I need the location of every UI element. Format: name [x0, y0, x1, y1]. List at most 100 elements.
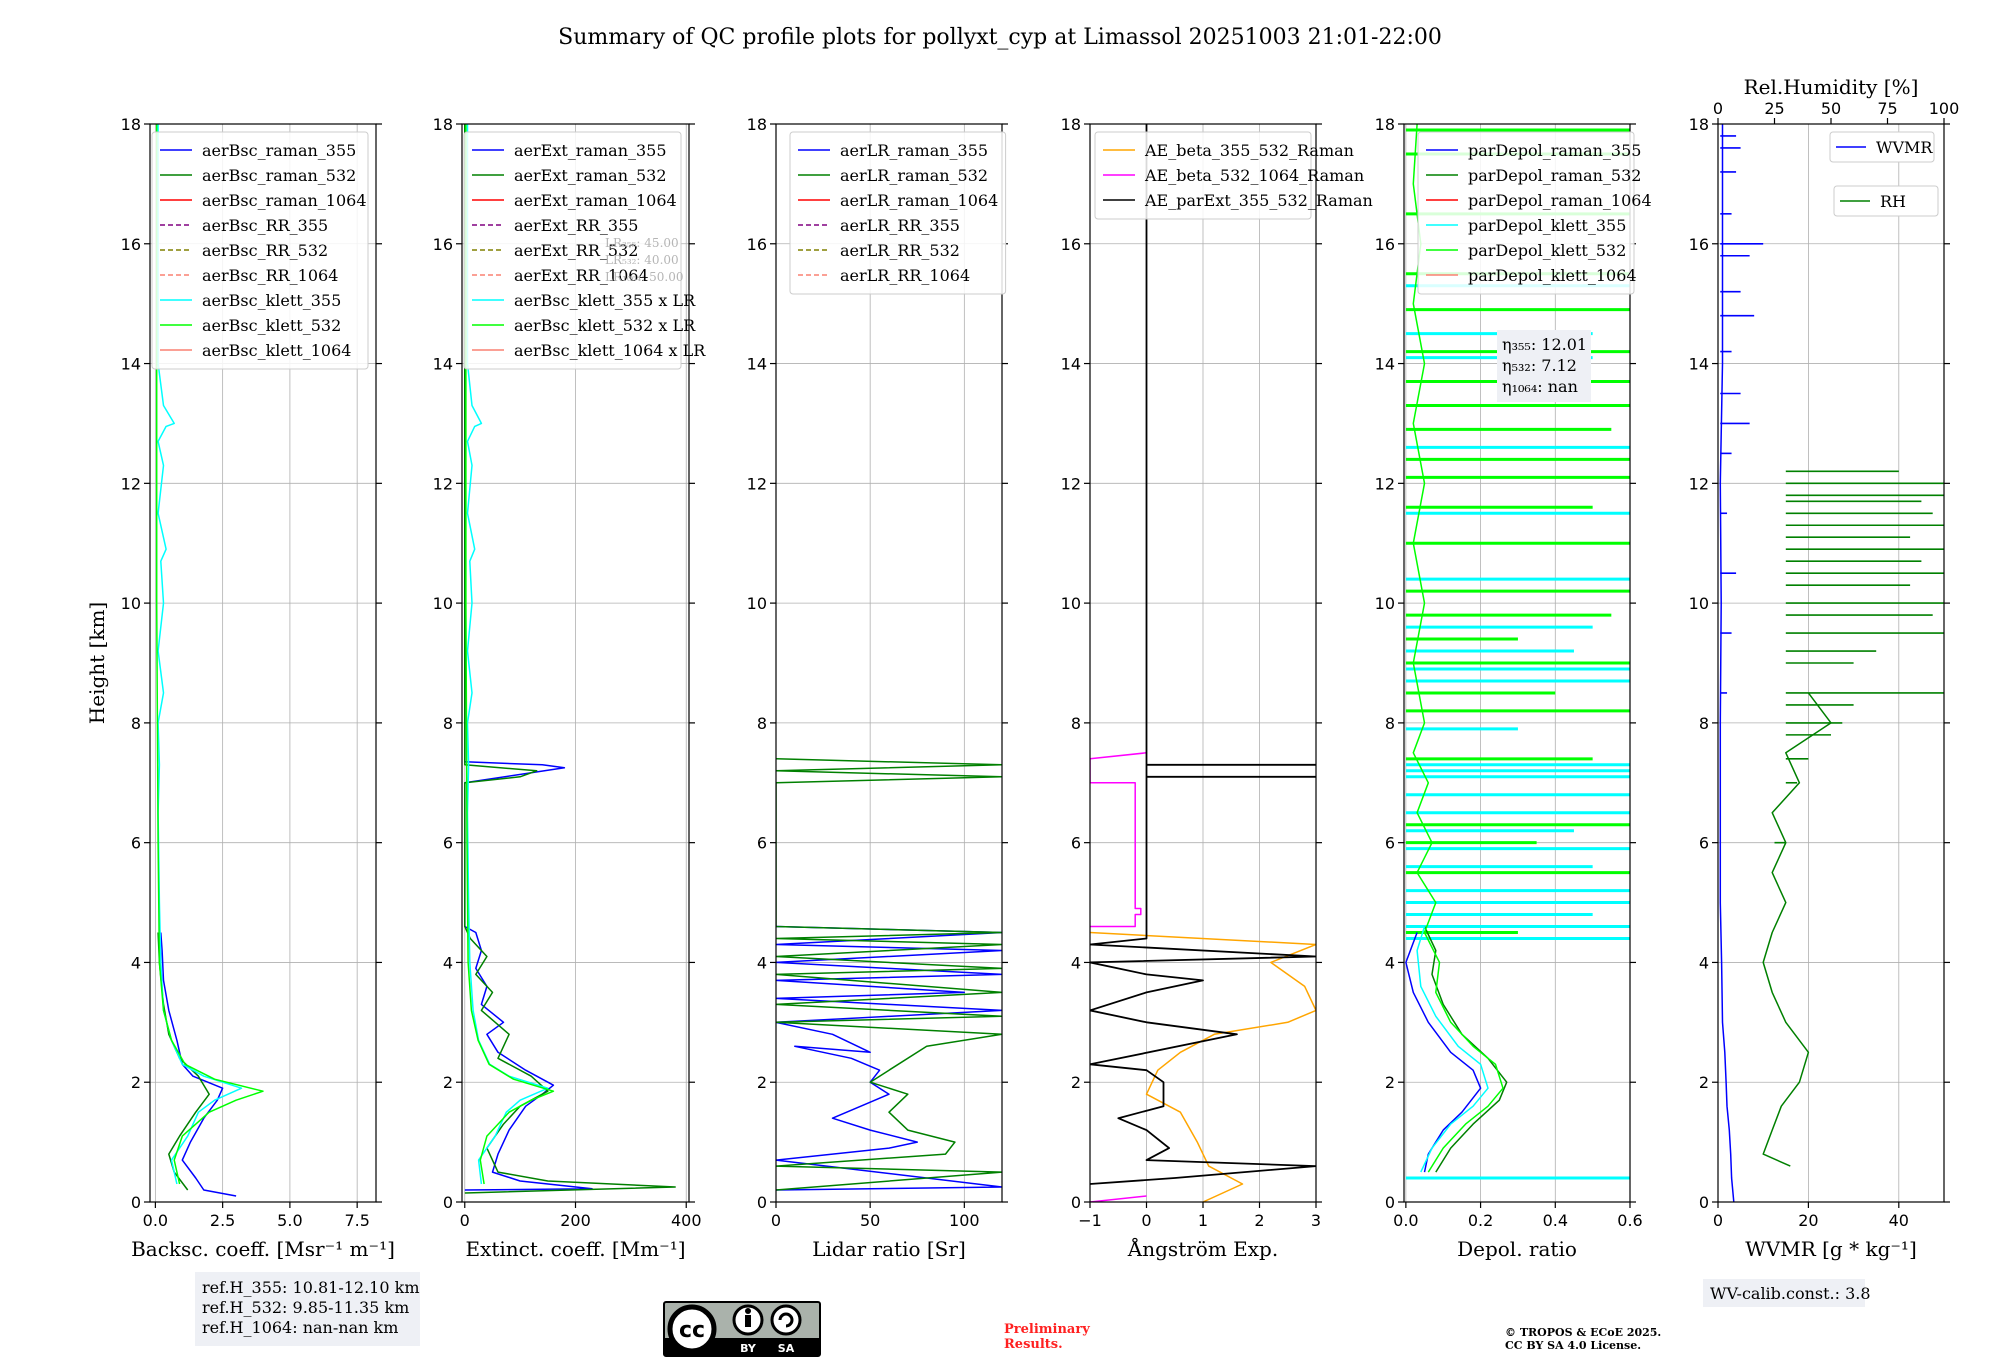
legend-bsc — [151, 131, 369, 370]
legend-label-aerBsc_RR_355: aerBsc_RR_355 — [202, 216, 328, 235]
legend-label-parDepol_raman_355: parDepol_raman_355 — [1468, 141, 1641, 160]
ytick-label-dep-1: 2 — [1385, 1073, 1395, 1092]
legend-ang — [1094, 131, 1312, 220]
ytick-label-ang-8: 16 — [1061, 235, 1081, 254]
legend-label-parDepol_raman_532: parDepol_raman_532 — [1468, 166, 1641, 185]
lr-note-0: LR₃₅₅: 45.00 — [605, 236, 679, 250]
lr-note-2: LR₁₀₆₄: 50.00 — [605, 270, 683, 284]
series-aerBsc_klett_532 x LR — [465, 124, 555, 1185]
ytick-label-ang-6: 12 — [1061, 474, 1081, 493]
series-aerBsc_klett_532 — [155, 124, 264, 1185]
ytick-label-wv-9: 18 — [1689, 115, 1709, 134]
xtick-label-lr-0: 0 — [771, 1211, 781, 1230]
legend-label-aerBsc_klett_532 x LR: aerBsc_klett_532 x LR — [514, 316, 696, 335]
ytick-label-wv-6: 12 — [1689, 474, 1709, 493]
ytick-label-ext-2: 4 — [443, 953, 453, 972]
legend-label-AE_parExt_355_532_Raman: AE_parExt_355_532_Raman — [1144, 191, 1373, 210]
series-aerExt_raman_532 — [464, 124, 676, 1194]
legend-label-aerBsc_klett_355 x LR: aerBsc_klett_355 x LR — [514, 291, 696, 310]
plot-area-bsc — [155, 124, 264, 1197]
panel-wv: 0 20 40 WVMR [g * kg⁻¹] 0 2 4 6 8 10 12 14 16 18 WVMR R… — [1689, 75, 1960, 1261]
ref-height-355: ref.H_355: 10.81-12.10 km — [202, 1278, 420, 1297]
xtick-label-wv-0: 0 — [1713, 1211, 1723, 1230]
ytick-label-ang-3: 6 — [1071, 834, 1081, 853]
by-head-icon — [745, 1308, 751, 1314]
ytick-label-lr-2: 4 — [757, 953, 767, 972]
series-aerBsc_raman_355 — [160, 932, 237, 1197]
by-body-icon — [745, 1315, 751, 1327]
legend-box-WVMR — [1829, 131, 1935, 163]
legend-label-aerBsc_klett_1064 x LR: aerBsc_klett_1064 x LR — [514, 341, 706, 360]
ytick-label-ext-5: 10 — [433, 594, 453, 613]
ytick-label-bsc-5: 10 — [121, 594, 141, 613]
panel-dep: 0.0 0.2 0.4 0.6 Depol. ratio 0 2 4 6 8 10 12 14 16 18 p… — [1375, 115, 1652, 1261]
series-parDepol_raman_532 — [1423, 926, 1508, 1173]
legend-label-aerBsc_RR_532: aerBsc_RR_532 — [202, 241, 328, 260]
ytick-label-ext-8: 16 — [433, 235, 453, 254]
ytick-label-bsc-7: 14 — [121, 355, 141, 374]
legend-box-RH — [1833, 185, 1939, 217]
ytick-label-ang-5: 10 — [1061, 594, 1081, 613]
axes-frame-dep — [1403, 123, 1631, 1203]
legend-label-parDepol_klett_355: parDepol_klett_355 — [1468, 216, 1626, 235]
plot-area-wv — [1719, 124, 1944, 1202]
legend-label-aerExt_RR_355: aerExt_RR_355 — [514, 216, 638, 235]
xtick-label-ext-2: 400 — [671, 1211, 702, 1230]
xtick-label-ang-3: 2 — [1254, 1211, 1264, 1230]
xtick-label-bsc-3: 7.5 — [344, 1211, 369, 1230]
ytick-label-ang-0: 0 — [1071, 1193, 1081, 1212]
ref-height-532: ref.H_532: 9.85-11.35 km — [202, 1298, 409, 1317]
by-label: BY — [740, 1342, 757, 1355]
ytick-label-lr-6: 12 — [747, 474, 767, 493]
ytick-label-ext-7: 14 — [433, 355, 453, 374]
series-WVMR — [1719, 124, 1735, 1202]
ytick-label-wv-5: 10 — [1689, 594, 1709, 613]
xtick-label-bsc-2: 5.0 — [277, 1211, 302, 1230]
legend-lr — [789, 131, 1007, 295]
xtick-label-ang-1: 0 — [1141, 1211, 1151, 1230]
eta-note-0: η₃₅₅: 12.01 — [1502, 335, 1587, 354]
copyright-line-1: © TROPOS & ECoE 2025. — [1505, 1326, 1661, 1339]
ytick-label-lr-1: 2 — [757, 1073, 767, 1092]
legend-label-RH: RH — [1880, 192, 1906, 211]
ytick-label-bsc-8: 16 — [121, 235, 141, 254]
legend-label-aerExt_raman_355: aerExt_raman_355 — [514, 141, 667, 160]
sa-label: SA — [778, 1342, 795, 1355]
top-tick-label-1: 25 — [1764, 99, 1784, 118]
legend-label-WVMR: WVMR — [1876, 138, 1933, 157]
series-AE_beta_532_1064_Raman — [1090, 1195, 1147, 1202]
plot-area-ext — [464, 124, 676, 1194]
ytick-label-bsc-6: 12 — [121, 474, 141, 493]
ytick-label-bsc-3: 6 — [131, 834, 141, 853]
ytick-label-wv-2: 4 — [1699, 953, 1709, 972]
lr-note-1: LR₅₃₂: 40.00 — [605, 253, 679, 267]
sa-arrow-icon — [778, 1312, 794, 1328]
ytick-label-ang-2: 4 — [1071, 953, 1081, 972]
ytick-label-dep-7: 14 — [1375, 355, 1395, 374]
xlabel-dep: Depol. ratio — [1457, 1237, 1577, 1261]
legend-ext — [463, 131, 682, 370]
legend-label-aerBsc_klett_355: aerBsc_klett_355 — [202, 291, 341, 310]
axes-frame-lr — [775, 123, 1003, 1203]
ytick-label-bsc-0: 0 — [131, 1193, 141, 1212]
panel-lr: 0 50 100 Lidar ratio [Sr] 0 2 4 6 8 10 12 14 16 18 aer… — [747, 115, 1008, 1261]
ytick-label-ang-7: 14 — [1061, 355, 1081, 374]
series-aerLR_raman_532 — [776, 758, 1002, 1191]
ytick-label-bsc-9: 18 — [121, 115, 141, 134]
xtick-label-dep-3: 0.6 — [1617, 1211, 1642, 1230]
xlabel-bsc: Backsc. coeff. [Msr⁻¹ m⁻¹] — [131, 1237, 395, 1261]
series-parDepol_klett_532 — [1412, 124, 1504, 1173]
legend-label-aerLR_raman_355: aerLR_raman_355 — [840, 141, 988, 160]
ytick-label-ext-0: 0 — [443, 1193, 453, 1212]
legend-label-aerBsc_raman_1064: aerBsc_raman_1064 — [202, 191, 367, 210]
legend-label-aerLR_RR_355: aerLR_RR_355 — [840, 216, 960, 235]
sa-share-icon — [770, 1304, 802, 1336]
series-aerLR_raman_355 — [776, 925, 1002, 1191]
xtick-label-lr-2: 100 — [949, 1211, 980, 1230]
ytick-label-ang-9: 18 — [1061, 115, 1081, 134]
series-aerBsc_klett_355 x LR — [466, 124, 549, 1185]
xtick-label-dep-2: 0.4 — [1543, 1211, 1568, 1230]
xlabel-lr: Lidar ratio [Sr] — [812, 1237, 966, 1261]
top-tick-label-2: 50 — [1821, 99, 1841, 118]
xtick-label-wv-2: 40 — [1889, 1211, 1909, 1230]
